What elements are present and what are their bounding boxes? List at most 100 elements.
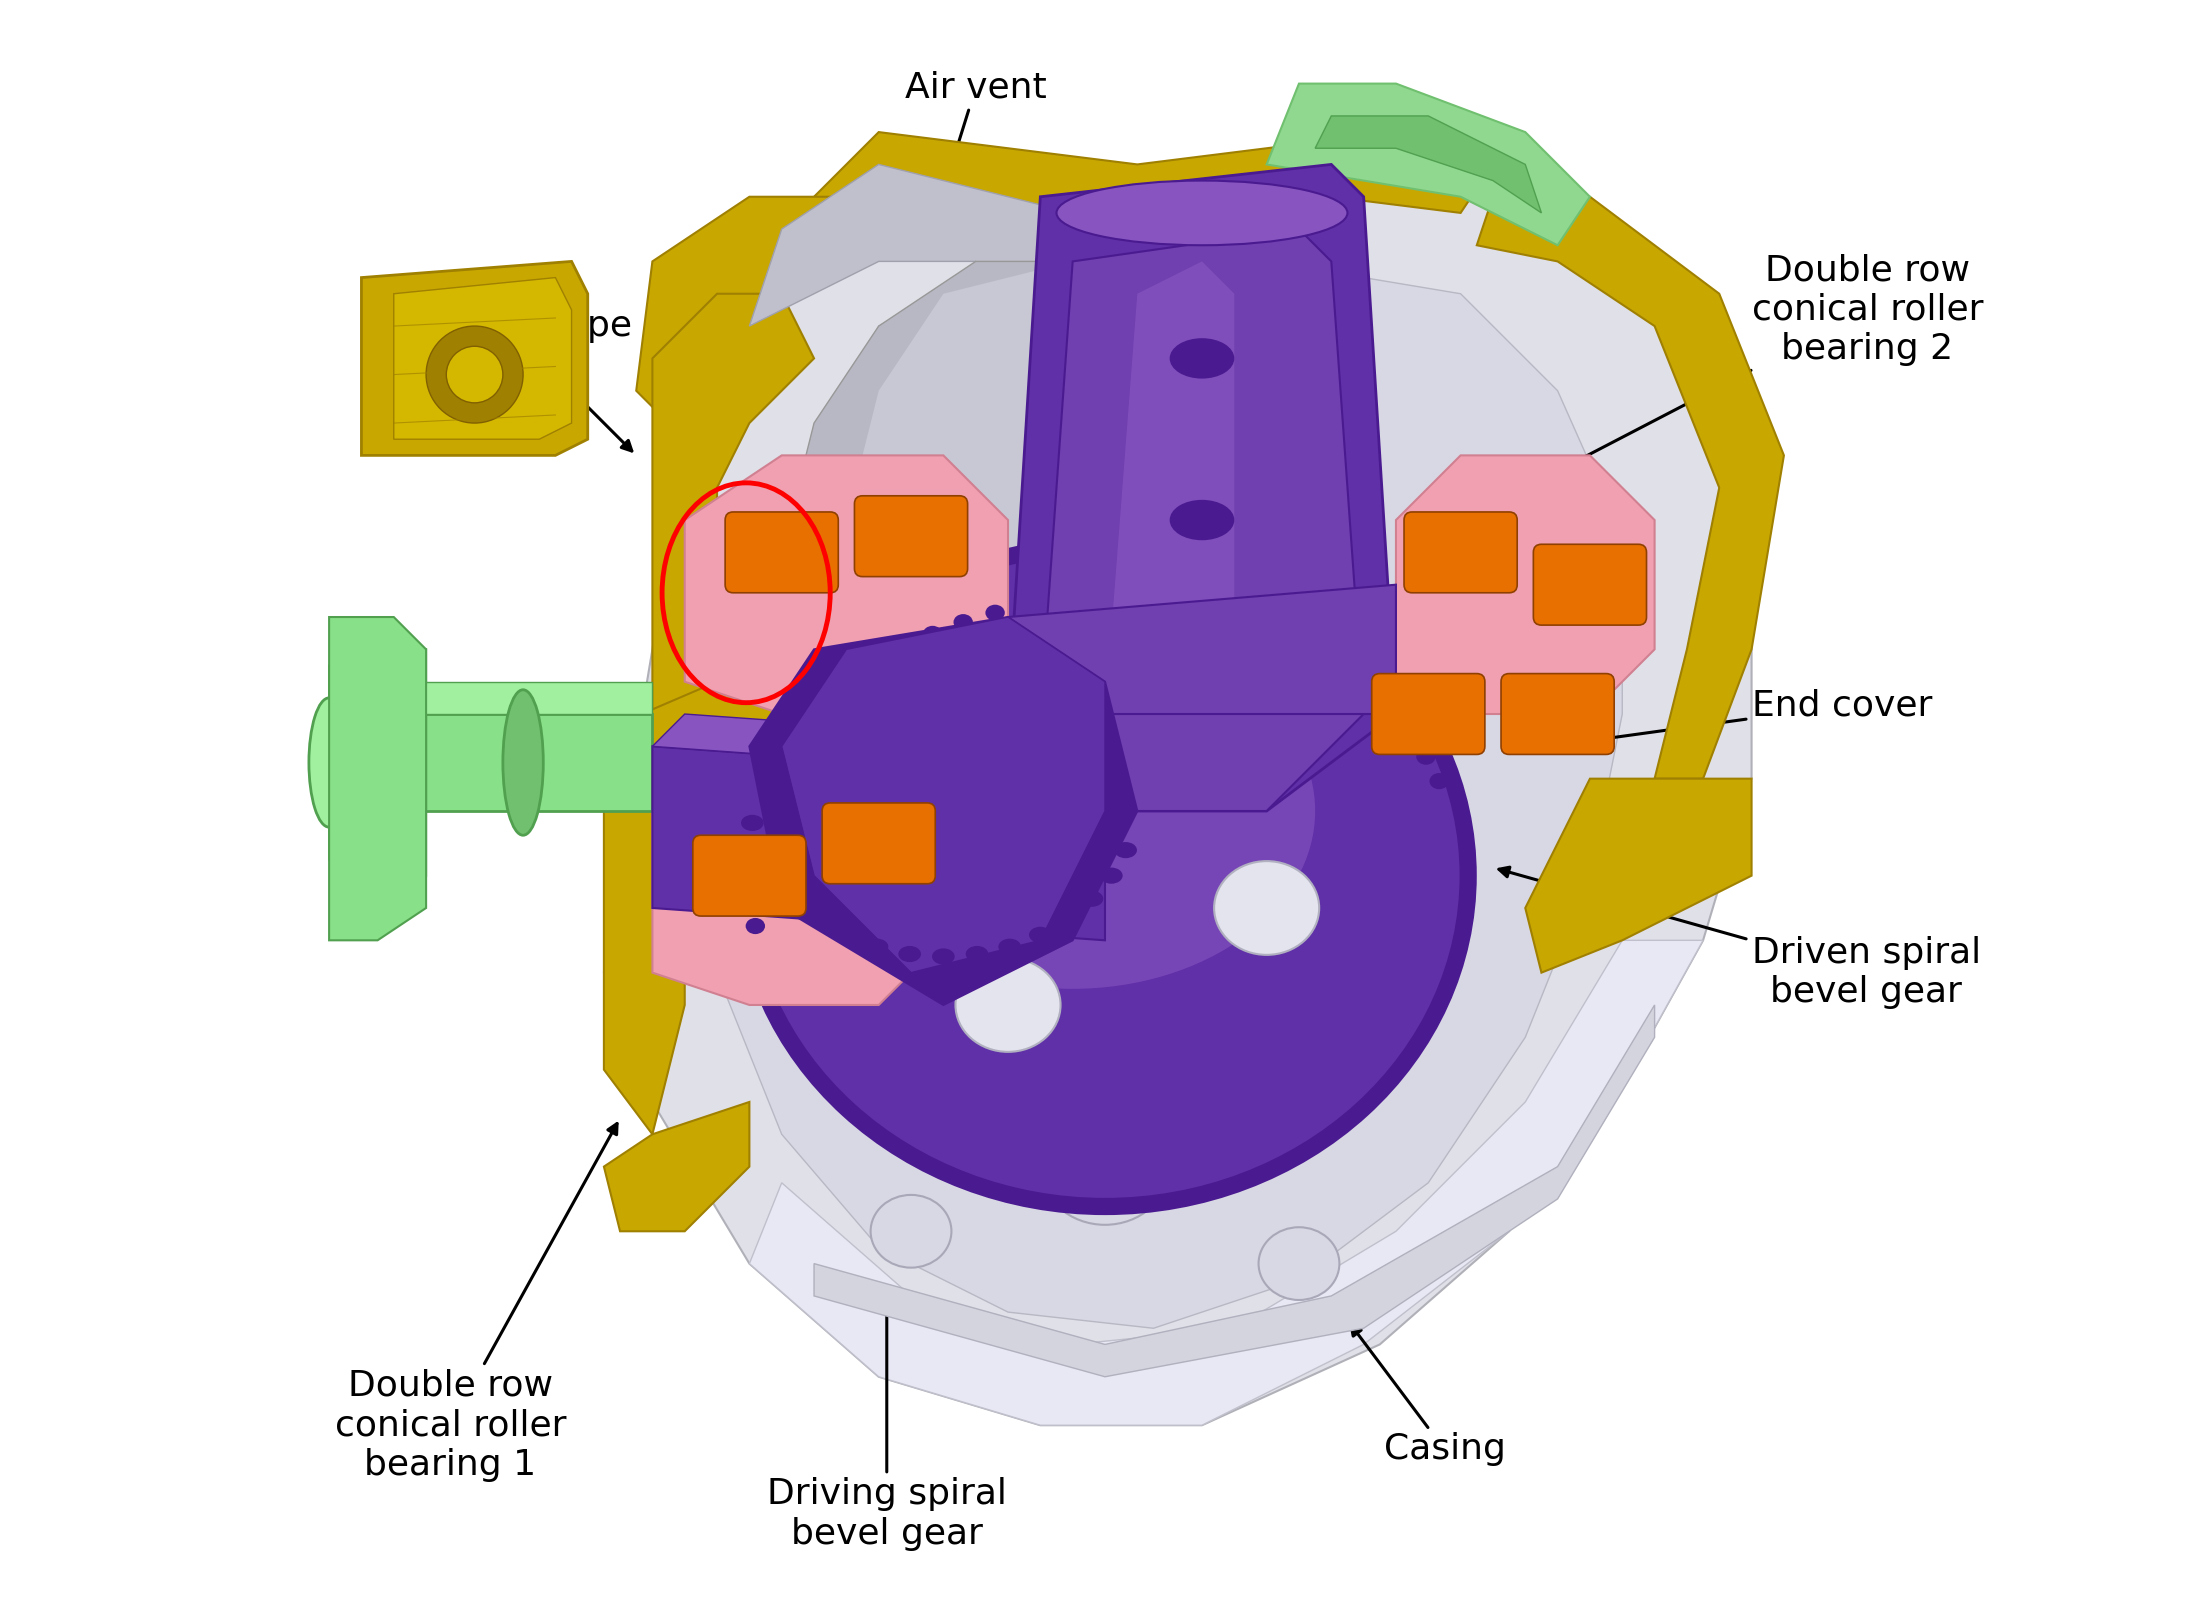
Polygon shape [652,746,944,1006]
Ellipse shape [504,689,544,835]
Text: Double row
conical roller
bearing 2: Double row conical roller bearing 2 [1532,253,1982,485]
Ellipse shape [782,738,800,754]
Ellipse shape [740,865,758,881]
Ellipse shape [427,326,524,423]
Ellipse shape [740,892,760,908]
Ellipse shape [831,633,1315,989]
Ellipse shape [1154,595,1174,611]
Ellipse shape [1169,339,1235,378]
Ellipse shape [1430,774,1450,790]
Ellipse shape [966,946,988,962]
Ellipse shape [1085,592,1105,607]
Polygon shape [603,1101,749,1231]
FancyBboxPatch shape [1372,673,1485,754]
Text: Double row
conical roller
bearing 1: Double row conical roller bearing 1 [334,1124,617,1481]
Ellipse shape [835,926,857,942]
Polygon shape [1476,196,1783,779]
Polygon shape [813,131,1494,229]
Ellipse shape [1114,842,1136,858]
Ellipse shape [1257,1228,1339,1299]
FancyBboxPatch shape [725,513,838,592]
Polygon shape [362,261,588,456]
Polygon shape [846,261,1235,553]
Polygon shape [1397,456,1655,714]
Ellipse shape [785,890,807,907]
Polygon shape [749,941,1704,1426]
Ellipse shape [765,868,787,884]
FancyBboxPatch shape [1403,513,1518,592]
Polygon shape [1008,584,1397,714]
Ellipse shape [749,842,774,858]
Ellipse shape [842,673,862,689]
Polygon shape [636,196,846,440]
Ellipse shape [1381,704,1401,719]
Ellipse shape [1359,683,1379,699]
FancyBboxPatch shape [855,496,968,576]
Ellipse shape [1019,599,1039,613]
Ellipse shape [1213,861,1319,955]
Ellipse shape [1041,1108,1169,1225]
Polygon shape [329,681,652,714]
FancyBboxPatch shape [1534,545,1646,624]
Ellipse shape [1401,725,1419,741]
Polygon shape [329,714,652,811]
Ellipse shape [1417,749,1437,764]
Polygon shape [393,277,572,440]
Ellipse shape [1052,594,1072,610]
Polygon shape [329,649,427,876]
Text: Casing: Casing [1350,1325,1505,1466]
Ellipse shape [1308,647,1328,663]
Polygon shape [603,681,782,1134]
FancyBboxPatch shape [822,803,935,884]
Ellipse shape [747,813,767,829]
Ellipse shape [798,715,818,732]
Polygon shape [1008,164,1397,811]
Ellipse shape [1220,608,1240,624]
Polygon shape [749,616,1138,1006]
Ellipse shape [734,537,1476,1215]
Ellipse shape [999,939,1021,955]
Ellipse shape [924,626,941,642]
Polygon shape [813,1006,1655,1377]
Text: Air vent: Air vent [904,71,1048,248]
FancyBboxPatch shape [1501,673,1613,754]
Ellipse shape [749,553,1461,1199]
Text: Driving spiral
bevel gear: Driving spiral bevel gear [767,1302,1008,1551]
Polygon shape [782,616,1105,973]
Polygon shape [685,456,1008,714]
Ellipse shape [369,681,418,843]
Ellipse shape [955,959,1061,1051]
Ellipse shape [986,605,1006,621]
Ellipse shape [1081,890,1103,907]
Ellipse shape [820,694,838,710]
Ellipse shape [1081,697,1193,795]
Polygon shape [1105,261,1235,714]
Ellipse shape [309,697,349,827]
Text: End cover: End cover [1556,689,1932,749]
Ellipse shape [1030,926,1052,942]
Polygon shape [782,261,1299,584]
FancyBboxPatch shape [692,835,807,916]
Text: Driven spiral
bevel gear: Driven spiral bevel gear [1498,868,1980,1009]
Ellipse shape [756,787,776,803]
Ellipse shape [1056,910,1078,926]
Polygon shape [1266,84,1589,245]
Ellipse shape [1251,620,1271,636]
Ellipse shape [1335,663,1355,680]
Ellipse shape [1282,633,1299,649]
Ellipse shape [740,814,765,830]
Polygon shape [652,714,1138,779]
Polygon shape [652,746,1105,941]
Ellipse shape [1056,180,1348,245]
Polygon shape [1315,115,1540,212]
Ellipse shape [745,918,765,934]
Ellipse shape [953,615,972,631]
Ellipse shape [1169,500,1235,540]
Ellipse shape [866,655,886,672]
Ellipse shape [1101,868,1123,884]
Polygon shape [329,616,427,941]
Ellipse shape [897,946,922,962]
Ellipse shape [446,345,504,402]
Ellipse shape [1187,600,1207,616]
Ellipse shape [866,939,888,955]
